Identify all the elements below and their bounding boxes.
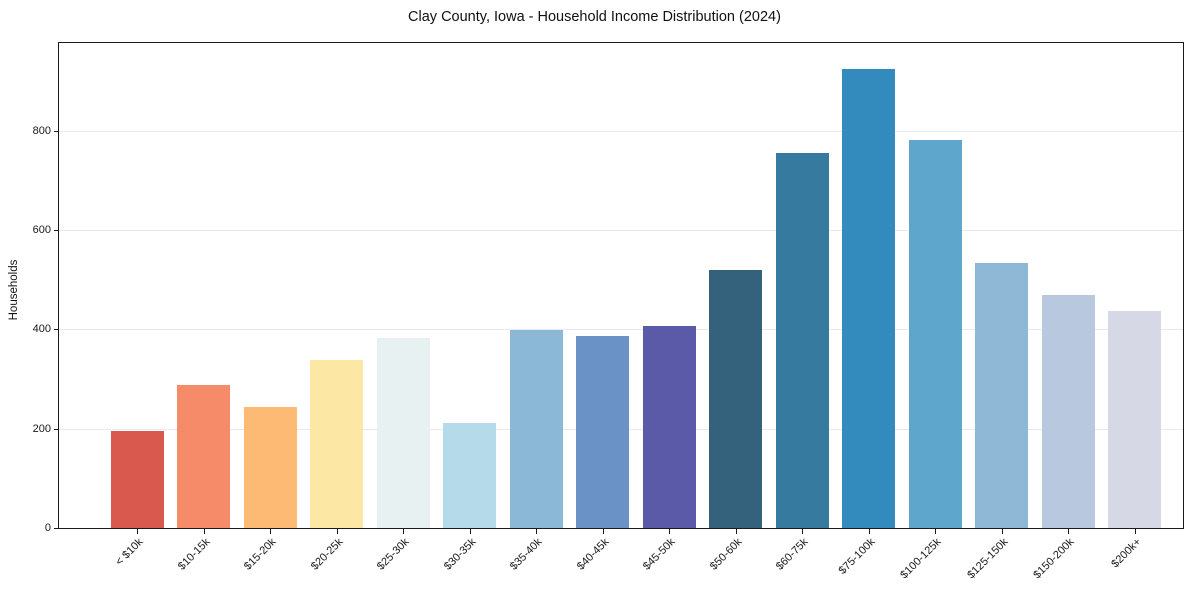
x-tick-mark bbox=[270, 529, 272, 534]
bar-$50-60k bbox=[709, 269, 763, 528]
x-tick-label-$30-35k: $30-35k bbox=[441, 536, 479, 573]
x-tick-mark bbox=[403, 529, 405, 534]
x-tick-label-$50-60k: $50-60k bbox=[707, 536, 745, 573]
bar-$200k+ bbox=[1108, 311, 1162, 528]
bar-slot bbox=[703, 43, 770, 534]
x-tick-label-< $10k: < $10k bbox=[113, 536, 146, 569]
bar-$10-15k bbox=[177, 385, 231, 528]
x-tick-mark bbox=[868, 529, 870, 534]
x-tick-mark bbox=[336, 529, 338, 534]
gridline-600 bbox=[59, 230, 1183, 232]
bar-slot bbox=[902, 43, 969, 534]
bar-$35-40k bbox=[509, 330, 563, 528]
bar-slot bbox=[171, 43, 238, 534]
x-tick-mark bbox=[1068, 529, 1070, 534]
bar-$125-150k bbox=[975, 263, 1029, 528]
x-tick-label-$150-200k: $150-200k bbox=[1031, 536, 1077, 582]
x-tick-label-$10-15k: $10-15k bbox=[175, 536, 213, 573]
bar-slot bbox=[370, 43, 437, 534]
y-tick-label-0: 0 bbox=[44, 522, 51, 534]
x-tick-mark bbox=[935, 529, 937, 534]
x-tick-mark bbox=[469, 529, 471, 534]
x-tick-mark bbox=[735, 529, 737, 534]
bar-slot bbox=[237, 43, 304, 534]
bar-$40-45k bbox=[576, 335, 630, 528]
bar-$150-200k bbox=[1041, 294, 1095, 528]
x-tick-mark bbox=[669, 529, 671, 534]
y-tick-label-600: 600 bbox=[32, 224, 51, 237]
bar-$15-20k bbox=[243, 407, 297, 528]
gridline-400 bbox=[59, 329, 1183, 331]
x-tick-mark bbox=[137, 529, 139, 534]
bar-$30-35k bbox=[443, 423, 497, 528]
bar-$100-125k bbox=[908, 140, 962, 528]
bar-slot bbox=[503, 43, 570, 534]
bar-$45-50k bbox=[642, 326, 696, 528]
bar-slot bbox=[1102, 43, 1169, 534]
x-tick-label-$15-20k: $15-20k bbox=[242, 536, 279, 573]
x-tick-label-$200k+: $200k+ bbox=[1109, 536, 1144, 571]
x-tick-label-$35-40k: $35-40k bbox=[508, 536, 545, 573]
x-tick-mark bbox=[1134, 529, 1136, 534]
x-tick-mark bbox=[802, 529, 804, 534]
bar-slot bbox=[636, 43, 703, 534]
y-tick-mark bbox=[54, 329, 59, 331]
y-tick-label-200: 200 bbox=[32, 422, 51, 435]
bar-slot bbox=[769, 43, 836, 534]
x-tick-label-$25-30k: $25-30k bbox=[375, 536, 412, 573]
x-tick-label-$100-125k: $100-125k bbox=[898, 536, 944, 582]
x-tick-label-$75-100k: $75-100k bbox=[836, 536, 878, 577]
x-tick-mark bbox=[203, 529, 205, 534]
chart-title: Clay County, Iowa - Household Income Dis… bbox=[408, 9, 781, 25]
x-tick-mark bbox=[536, 529, 538, 534]
x-tick-label-$20-25k: $20-25k bbox=[308, 536, 346, 573]
x-tick-mark bbox=[602, 529, 604, 534]
y-tick-label-800: 800 bbox=[32, 124, 51, 137]
bar-< $10k bbox=[110, 431, 164, 528]
x-tick-mark bbox=[1001, 529, 1003, 534]
y-tick-mark bbox=[54, 528, 59, 529]
bars-container bbox=[104, 43, 1169, 534]
bar-$60-75k bbox=[775, 152, 829, 528]
plot-area: 0 200 400 600 800 < $10k $10-15k $15-20k $20-25… bbox=[33, 42, 1184, 581]
x-tick-label-$45-50k: $45-50k bbox=[641, 536, 678, 573]
x-tick-label-$60-75k: $60-75k bbox=[774, 536, 811, 573]
y-tick-mark bbox=[54, 130, 59, 132]
bar-slot bbox=[969, 43, 1036, 534]
x-tick-label-$40-45k: $40-45k bbox=[574, 536, 612, 573]
bar-$25-30k bbox=[376, 337, 430, 528]
bar-slot bbox=[437, 43, 504, 534]
bar-$75-100k bbox=[842, 68, 896, 528]
bar-slot bbox=[1035, 43, 1102, 534]
bar-slot bbox=[570, 43, 637, 534]
bar-slot bbox=[304, 43, 371, 534]
gridline-800 bbox=[59, 130, 1183, 132]
y-tick-label-400: 400 bbox=[32, 323, 51, 336]
bar-$20-25k bbox=[310, 360, 364, 528]
bar-slot bbox=[104, 43, 171, 534]
x-tick-label-$125-150k: $125-150k bbox=[964, 536, 1011, 582]
y-tick-mark bbox=[54, 428, 59, 430]
y-tick-mark bbox=[54, 230, 59, 232]
bar-slot bbox=[836, 43, 903, 534]
